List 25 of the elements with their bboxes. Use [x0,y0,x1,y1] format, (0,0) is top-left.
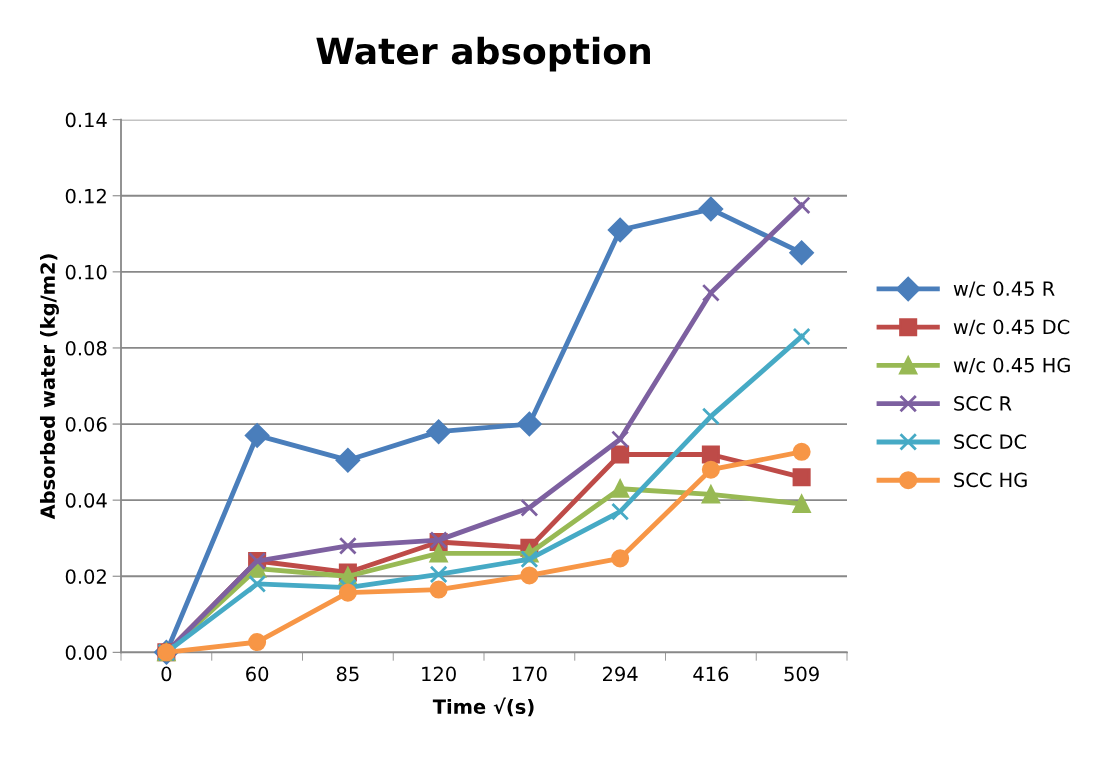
x-tick-label: 60 [246,666,269,682]
y-tick-label: 0.12 [65,188,106,204]
legend-label: w/c 0.45 HG [953,357,1070,375]
legend-label: SCC HG [954,472,1027,488]
x-tick-label: 509 [784,666,819,682]
x-tick-label: 416 [693,666,729,682]
legend-label: w/c 0.45 R [953,281,1055,298]
x-tick-label: 294 [602,666,638,682]
y-tick-label: 0.10 [65,264,107,280]
legend-label: w/c 0.45 DC [953,319,1070,336]
x-tick-label: 170 [512,666,547,682]
legend-label: SCC R [954,396,1012,411]
x-tick-label: 85 [336,666,359,682]
x-tick-label: 0 [161,666,172,682]
y-tick-label: 0.06 [65,417,107,432]
x-axis-title: Time √(s) [432,697,534,717]
y-axis-title: Absorbed water (kg/m2) [39,254,59,520]
y-tick-label: 0.00 [65,645,107,660]
y-tick-label: 0.04 [65,493,107,508]
chart-title: Water absoption [316,36,650,72]
y-tick-label: 0.14 [65,112,107,128]
y-tick-label: 0.08 [65,340,107,356]
x-tick-label: 120 [422,666,456,682]
legend-label: SCC DC [954,434,1027,450]
y-tick-label: 0.02 [65,569,106,584]
